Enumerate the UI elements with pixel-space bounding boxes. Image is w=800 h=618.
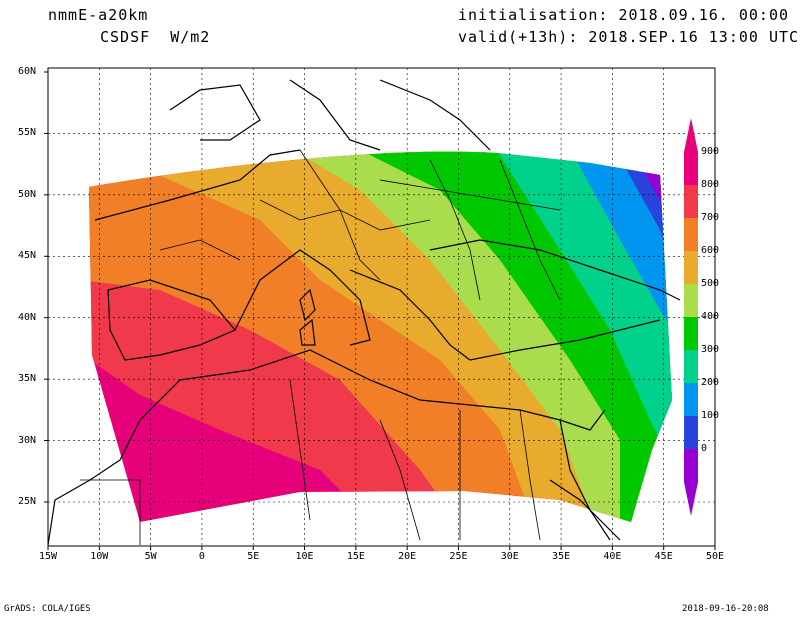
colorbar-label: 200 <box>701 377 720 388</box>
lon-tick-label: 40E <box>603 551 622 562</box>
colorbar-segment <box>684 350 698 383</box>
lon-tick-label: 30E <box>500 551 519 562</box>
lat-tick-label: 45N <box>18 250 37 262</box>
colorbar-label: 700 <box>701 212 720 223</box>
lon-tick-label: 15W <box>38 551 58 562</box>
colorbar-segment <box>684 383 698 416</box>
field-name: CSDSF W/m2 <box>100 28 211 46</box>
colorbar-label: 0 <box>701 443 708 454</box>
lon-tick-label: 10E <box>295 551 314 562</box>
colorbar-label: 500 <box>701 278 720 289</box>
colorbar-segment <box>684 317 698 350</box>
axis-ticks <box>44 71 716 550</box>
init-time: initialisation: 2018.09.16. 00:00 UTC <box>458 6 800 24</box>
colorbar-label: 600 <box>701 245 720 256</box>
colorbar-segment <box>684 185 698 218</box>
lat-tick-label: 25N <box>18 496 37 507</box>
footer-timestamp: 2018-09-16-20:08 <box>682 604 769 614</box>
lon-tick-label: 45E <box>654 551 673 562</box>
lat-tick-label: 55N <box>18 127 37 139</box>
lon-tick-label: 5E <box>247 551 260 562</box>
lat-tick-label: 40N <box>18 311 37 323</box>
lon-tick-label: 20E <box>398 551 417 562</box>
lon-tick-label: 35E <box>552 551 571 562</box>
colorbar-label: 900 <box>701 146 720 157</box>
model-name: nmmE-a20km <box>48 6 149 24</box>
colorbar-label: 300 <box>701 344 720 355</box>
map-frame <box>47 67 716 547</box>
colorbar-segment <box>684 416 698 449</box>
colorbar-segment <box>684 449 698 482</box>
lon-tick-label: 15E <box>346 551 365 562</box>
lat-lon-grid <box>48 68 715 546</box>
lon-tick-label: 0 <box>198 551 205 562</box>
lat-tick-label: 50N <box>18 188 37 200</box>
colorbar-label: 100 <box>701 410 720 421</box>
lat-tick-label: 60N <box>18 66 37 77</box>
radiation-field <box>89 151 672 523</box>
lat-tick-label: 35N <box>18 373 37 385</box>
colorbar-segment <box>684 251 698 284</box>
valid-time: valid(+13h): 2018.SEP.16 13:00 UTC <box>458 28 800 46</box>
lon-tick-label: 50E <box>705 551 725 562</box>
colorbar-segment <box>684 218 698 251</box>
colorbar-min-arrow <box>684 482 698 516</box>
coastlines <box>47 79 681 546</box>
colorbar-label: 400 <box>701 311 720 322</box>
footer-software: GrADS: COLA/IGES <box>4 604 91 614</box>
colorbar-label: 800 <box>701 179 720 190</box>
colorbar <box>684 118 698 516</box>
lat-tick-label: 30N <box>18 434 37 446</box>
lon-tick-label: 10W <box>90 551 109 562</box>
lon-tick-label: 25E <box>449 551 468 562</box>
colorbar-max-arrow <box>684 118 698 152</box>
lon-tick-label: 5W <box>144 551 157 562</box>
colorbar-segment <box>684 284 698 317</box>
colorbar-segment <box>684 152 698 185</box>
